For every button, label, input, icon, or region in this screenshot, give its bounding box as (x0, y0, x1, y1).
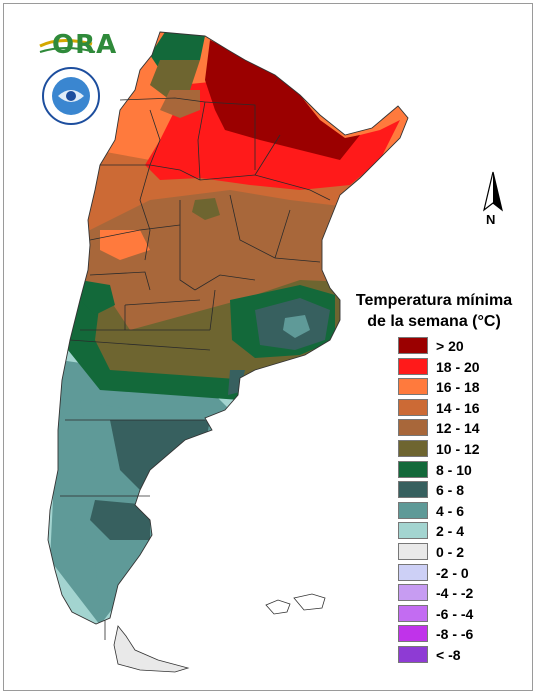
legend-swatch (398, 460, 428, 478)
legend-swatch (398, 419, 428, 437)
legend-swatch (398, 625, 428, 643)
legend-label: 18 - 20 (436, 358, 480, 375)
legend-item: > 20 (398, 337, 528, 355)
legend-swatch (398, 357, 428, 375)
legend-swatch (398, 440, 428, 457)
legend-swatch (398, 481, 428, 499)
legend-swatch (398, 563, 428, 581)
legend-item: -8 - -6 (398, 625, 528, 643)
legend-swatch (398, 543, 428, 560)
country-outline (47, 31, 409, 625)
malvinas-islands (265, 593, 326, 615)
legend-label: 16 - 18 (436, 379, 480, 396)
legend-swatch (398, 337, 428, 354)
legend-item: -4 - -2 (398, 584, 528, 602)
tierra-del-fuego (113, 625, 190, 673)
legend-swatch (398, 522, 428, 540)
legend-label: 12 - 14 (436, 420, 480, 437)
legend-label: -6 - -4 (436, 605, 474, 622)
legend-item: 6 - 8 (398, 481, 528, 499)
legend-item: < -8 (398, 646, 528, 664)
legend-label: 4 - 6 (436, 502, 465, 519)
legend-label: -8 - -6 (436, 626, 474, 643)
legend-label: 14 - 16 (436, 399, 480, 416)
legend-title: Temperatura mínima de la semana (°C) (336, 290, 532, 332)
legend-label: 10 - 12 (436, 441, 480, 457)
legend-swatch (398, 604, 428, 622)
legend-label: 0 - 2 (436, 544, 465, 560)
legend-label: -2 - 0 (436, 564, 469, 581)
legend-item: 0 - 2 (398, 543, 528, 561)
legend-label: 2 - 4 (436, 523, 465, 540)
ora-logo-mark (39, 39, 96, 53)
north-label: N (486, 212, 496, 227)
legend-label: 6 - 8 (436, 482, 465, 499)
legend-item: 2 - 4 (398, 522, 528, 540)
legend-swatch (398, 584, 428, 602)
ora-logo-text: ORA (52, 30, 118, 60)
province-boundaries (60, 97, 331, 640)
legend-item: 18 - 20 (398, 357, 528, 376)
legend-title-line1: Temperatura mínima (355, 292, 513, 309)
north-arrow-icon (483, 171, 503, 212)
legend-label: > 20 (436, 338, 464, 354)
legend-title-line2: de la semana (°C) (367, 313, 501, 330)
legend-item: 10 - 12 (398, 440, 528, 458)
legend-item: 4 - 6 (398, 501, 528, 520)
legend-swatch (398, 378, 428, 396)
legend-item: -6 - -4 (398, 604, 528, 623)
legend-item: 14 - 16 (398, 398, 528, 417)
legend-item: 8 - 10 (398, 460, 528, 479)
legend-swatch (398, 501, 428, 519)
legend-label: -4 - -2 (436, 585, 474, 602)
legend-item: 12 - 14 (398, 419, 528, 437)
legend-swatch (398, 646, 428, 663)
legend-item: 16 - 18 (398, 378, 528, 396)
legend-label: 8 - 10 (436, 461, 472, 478)
legend-label: < -8 (436, 647, 461, 663)
smn-seal (42, 67, 100, 125)
legend-swatch (398, 398, 428, 416)
legend-item: -2 - 0 (398, 563, 528, 582)
